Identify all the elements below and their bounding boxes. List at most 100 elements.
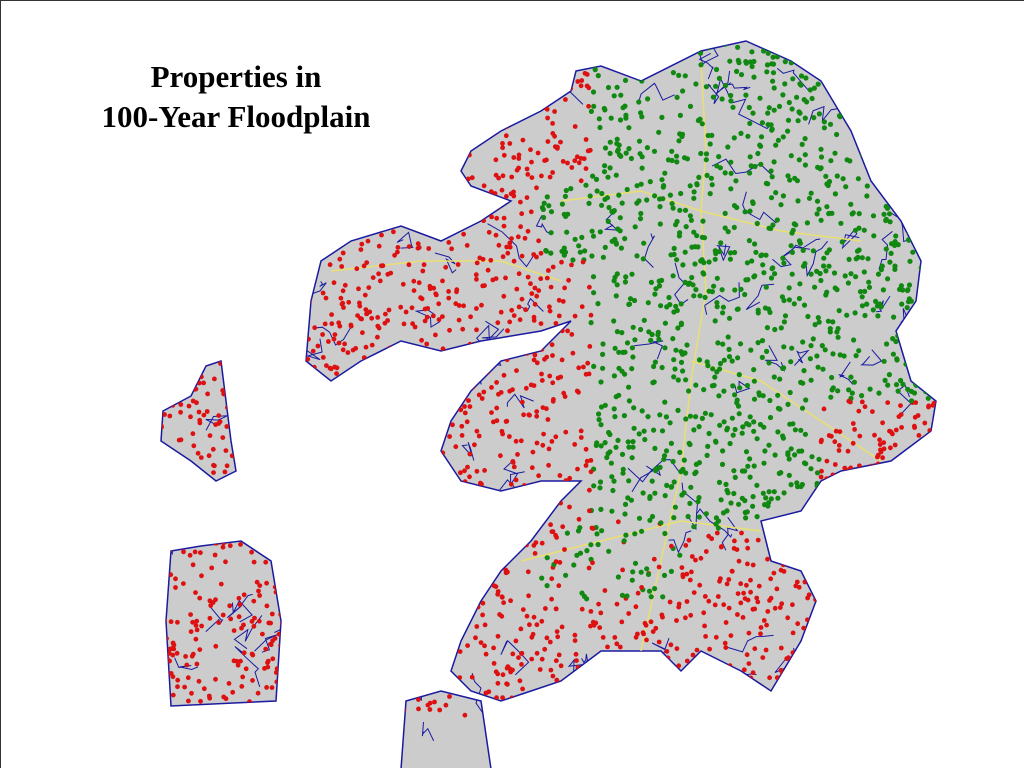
property-dot-floodplain	[254, 377, 260, 382]
property-dot-outside	[808, 190, 814, 196]
property-dot-floodplain	[189, 72, 195, 78]
property-dot-outside	[875, 62, 881, 68]
property-dot-floodplain	[870, 642, 876, 648]
property-dot-floodplain	[801, 625, 807, 631]
property-dot-floodplain	[214, 305, 220, 311]
property-dot-floodplain	[429, 128, 435, 134]
property-dot-floodplain	[883, 711, 889, 717]
property-dot-floodplain	[377, 221, 383, 227]
property-dot-outside	[625, 34, 630, 39]
property-dot-floodplain	[320, 406, 326, 412]
property-dot-floodplain	[786, 538, 792, 544]
property-dot-outside	[682, 249, 688, 255]
property-dot-outside	[933, 105, 936, 111]
stream	[723, 83, 751, 91]
property-dot-floodplain	[337, 562, 342, 567]
property-dot-outside	[708, 175, 715, 181]
property-dot-outside	[767, 397, 773, 404]
property-dot-floodplain	[549, 342, 555, 348]
property-dot-floodplain	[462, 76, 468, 82]
property-dot-outside	[704, 452, 710, 458]
property-dot-outside	[613, 241, 620, 247]
property-dot-floodplain	[304, 99, 309, 105]
property-dot-floodplain	[508, 546, 514, 552]
property-dot-floodplain	[531, 614, 537, 620]
property-dot-floodplain	[448, 203, 454, 209]
property-dot-floodplain	[636, 671, 642, 677]
property-dot-floodplain	[295, 710, 300, 716]
property-dot-floodplain	[370, 210, 375, 216]
stream	[414, 309, 441, 328]
property-dot-outside	[785, 401, 791, 407]
property-dot-floodplain	[155, 483, 160, 488]
property-dot-floodplain	[201, 380, 207, 386]
property-dot-floodplain	[184, 242, 190, 248]
property-dot-floodplain	[222, 326, 228, 331]
property-dot-floodplain	[429, 475, 435, 481]
property-dot-outside	[849, 390, 855, 396]
stream	[603, 210, 619, 231]
property-dot-floodplain	[528, 209, 534, 215]
property-dot-outside	[721, 357, 727, 363]
property-dot-floodplain	[848, 612, 853, 618]
property-dot-floodplain	[504, 194, 509, 199]
property-dot-floodplain	[334, 577, 340, 583]
property-dot-outside	[610, 487, 616, 494]
property-dot-floodplain	[262, 245, 267, 250]
property-dot-floodplain	[586, 85, 592, 91]
property-dot-floodplain	[267, 252, 272, 258]
property-dot-floodplain	[251, 181, 256, 187]
property-dot-outside	[644, 566, 650, 572]
stream	[361, 574, 384, 599]
property-dot-floodplain	[341, 487, 347, 493]
property-dot-floodplain	[433, 291, 439, 297]
property-dot-outside	[607, 150, 613, 156]
property-dot-outside	[843, 64, 850, 70]
property-dot-floodplain	[869, 623, 875, 629]
property-dot-outside	[594, 188, 600, 194]
property-dot-outside	[867, 386, 873, 392]
property-dot-outside	[548, 250, 554, 256]
property-dot-floodplain	[312, 325, 318, 331]
property-dot-floodplain	[904, 682, 909, 687]
property-dot-outside	[737, 385, 743, 391]
stream	[535, 215, 550, 234]
property-dot-floodplain	[557, 560, 563, 565]
property-dot-outside	[921, 266, 928, 273]
property-dot-floodplain	[339, 206, 345, 212]
property-dot-outside	[781, 319, 788, 325]
stream	[745, 283, 775, 311]
property-dot-floodplain	[483, 690, 489, 696]
stream	[864, 603, 883, 637]
property-dot-floodplain	[462, 82, 468, 88]
property-dot-outside	[614, 271, 620, 277]
property-dot-floodplain	[322, 321, 328, 327]
property-dot-outside	[887, 185, 893, 191]
property-dot-floodplain	[249, 619, 255, 624]
property-dot-floodplain	[412, 671, 418, 677]
property-dot-floodplain	[926, 565, 931, 571]
property-dot-outside	[669, 148, 675, 154]
property-dot-floodplain	[256, 618, 262, 624]
property-dot-floodplain	[218, 105, 224, 111]
property-dot-floodplain	[390, 164, 395, 170]
property-dot-floodplain	[735, 612, 740, 617]
property-dot-floodplain	[469, 175, 475, 181]
property-dot-outside	[638, 181, 644, 187]
property-dot-floodplain	[425, 702, 431, 708]
property-dot-outside	[931, 44, 936, 50]
property-dot-floodplain	[539, 618, 545, 624]
property-dot-outside	[670, 336, 676, 342]
property-dot-floodplain	[542, 41, 548, 42]
property-dot-floodplain	[171, 477, 177, 483]
property-dot-outside	[627, 296, 634, 302]
property-dot-outside	[892, 162, 899, 169]
property-dot-floodplain	[626, 611, 632, 616]
property-dot-outside	[795, 118, 801, 124]
property-dot-outside	[816, 111, 823, 117]
property-dot-floodplain	[152, 191, 157, 196]
property-dot-floodplain	[240, 490, 246, 496]
property-dot-floodplain	[315, 418, 321, 424]
property-dot-floodplain	[916, 433, 922, 438]
property-dot-outside	[631, 425, 637, 431]
